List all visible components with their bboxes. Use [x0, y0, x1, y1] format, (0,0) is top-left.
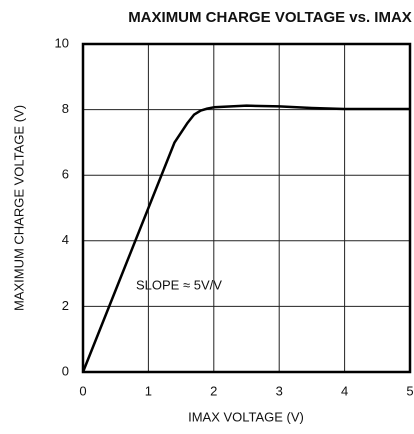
x-tick-label: 5 [406, 383, 413, 398]
x-tick-label: 3 [276, 383, 283, 398]
y-tick-label: 0 [62, 363, 69, 378]
y-tick-label: 4 [62, 232, 69, 247]
plot-frame [81, 42, 412, 374]
annotation: SLOPE ≈ 5V/V [136, 277, 222, 292]
y-tick-label: 10 [55, 35, 69, 50]
y-axis-label: MAXIMUM CHARGE VOLTAGE (V) [11, 105, 26, 311]
x-tick-label: 4 [341, 383, 348, 398]
x-tick-label: 0 [79, 383, 86, 398]
x-tick-label: 2 [210, 383, 217, 398]
data-line [81, 104, 410, 373]
chart-title: MAXIMUM CHARGE VOLTAGE vs. IMAX [128, 9, 412, 26]
y-tick-label: 8 [62, 101, 69, 116]
x-axis-label: IMAX VOLTAGE (V) [188, 409, 304, 424]
y-tick-label: 2 [62, 298, 69, 313]
x-tick-label: 1 [145, 383, 152, 398]
y-tick-label: 6 [62, 167, 69, 182]
